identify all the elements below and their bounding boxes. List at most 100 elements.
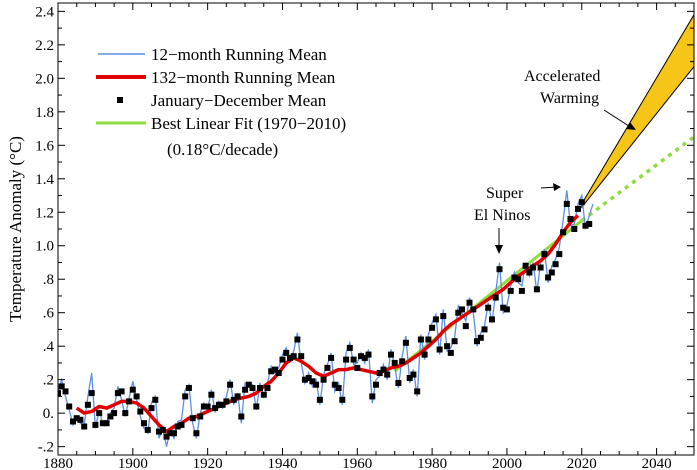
annual-mean-point (301, 376, 308, 383)
annual-mean-point (189, 415, 196, 422)
annual-mean-point (429, 324, 436, 331)
annotation-arrowhead-el-ninos (495, 245, 503, 254)
annual-mean-point (84, 401, 91, 408)
y-tick-label: 0. (43, 406, 54, 422)
annual-mean-point (66, 403, 73, 410)
annual-mean-point (99, 420, 106, 427)
annual-mean-point (275, 370, 282, 376)
annual-mean-point (541, 251, 548, 258)
y-tick-label: 2.0 (35, 71, 54, 87)
y-axis: -.2 0. .2 .4 .6 .8 1.0 1.2 1.4 1.6 1.8 2.0 2.2 2.4 (35, 4, 694, 456)
annual-mean-point (156, 428, 162, 435)
annual-mean-point (560, 229, 567, 236)
annotation-arrowhead-warming (626, 122, 636, 130)
legend-label-132m: 132−month Running Mean (151, 68, 336, 87)
annual-mean-point (144, 426, 151, 433)
annual-mean-point (328, 354, 335, 361)
annual-mean-point (477, 334, 484, 341)
y-tick-label: 1.4 (35, 172, 54, 188)
annual-mean-point (388, 351, 394, 358)
annual-mean-point (399, 358, 406, 365)
annual-mean-point (111, 410, 118, 417)
annual-mean-point (410, 371, 417, 378)
annual-mean-point (185, 385, 192, 391)
annual-mean-point (163, 433, 170, 440)
annual-mean-point (474, 338, 480, 345)
accelerated-warming-band (581, 12, 695, 209)
annual-mean-point (219, 401, 226, 408)
annual-mean-point (58, 390, 61, 397)
annual-mean-point (324, 364, 331, 371)
annual-mean-point (489, 316, 495, 323)
annual-mean-point (70, 418, 76, 425)
annual-mean-point (526, 269, 533, 276)
annual-mean-point (313, 381, 320, 388)
annual-mean-point (174, 423, 181, 430)
annual-mean-point (212, 405, 219, 412)
x-tick-label: 1900 (118, 456, 148, 470)
annual-mean-point (376, 370, 383, 376)
annual-mean-point (361, 354, 368, 361)
annual-mean-point (462, 323, 469, 330)
annual-mean-point (287, 354, 293, 361)
annual-mean-point (533, 286, 540, 293)
annual-mean-point (346, 344, 353, 351)
annual-mean-point (141, 420, 147, 427)
annual-mean-point (447, 349, 454, 356)
annual-mean-point (358, 353, 364, 360)
annual-mean-point (354, 364, 361, 371)
annual-mean-point (406, 375, 413, 381)
annual-mean-point (563, 200, 570, 207)
annual-mean-point (402, 339, 409, 346)
annual-mean-point (126, 398, 133, 405)
annual-mean-point (182, 393, 189, 400)
y-tick-label: 1.2 (35, 205, 54, 221)
annual-mean-point (556, 251, 563, 258)
annual-mean-point (436, 346, 443, 353)
annual-mean-point (73, 415, 80, 422)
annual-mean-point (365, 351, 372, 358)
annual-mean-point (58, 383, 65, 390)
annual-mean-point (518, 287, 525, 294)
annual-mean-point (522, 262, 529, 269)
annual-mean-point (242, 386, 249, 393)
annual-mean-point (197, 413, 204, 420)
annual-mean-point (507, 287, 514, 294)
y-tick-label: .6 (43, 306, 55, 322)
annual-mean-point (444, 343, 451, 350)
y-axis-label: Temperature Anomaly (°C) (6, 136, 25, 322)
annual-mean-point (118, 388, 125, 395)
annual-mean-point (234, 393, 241, 400)
annual-mean-point (421, 351, 428, 358)
annual-mean-point (339, 396, 346, 403)
annual-mean-point (264, 385, 271, 391)
annual-mean-point (200, 403, 207, 410)
annual-mean-point (309, 378, 316, 385)
annual-mean-point (515, 276, 522, 283)
annual-mean-point (417, 336, 424, 343)
annual-mean-point (103, 420, 110, 427)
annual-mean-point (575, 205, 581, 212)
annual-mean-point (455, 309, 462, 316)
annual-mean-point (500, 304, 507, 311)
x-tick-label: 1940 (267, 456, 297, 470)
annual-mean-point (503, 306, 510, 313)
annual-mean-point (268, 368, 275, 375)
annual-mean-point (260, 391, 267, 398)
annual-mean-point (440, 313, 447, 320)
legend-note-rate: (0.18°C/decade) (167, 140, 278, 159)
annotation-accelerated: Accelerated (524, 68, 600, 85)
annotation-warming: Warming (540, 90, 599, 107)
annual-mean-point (152, 396, 159, 403)
annual-mean-point (208, 391, 215, 398)
annual-mean-point (582, 222, 589, 229)
annual-mean-point (193, 430, 200, 437)
annual-mean-point (586, 221, 593, 227)
series-132-month-running-mean (75, 214, 580, 434)
annual-mean-point (481, 326, 488, 333)
y-tick-label: 1.8 (35, 105, 54, 121)
x-tick-label: 1980 (417, 456, 447, 470)
annotation-arrow-warming (603, 109, 633, 129)
annual-mean-point (298, 353, 305, 360)
